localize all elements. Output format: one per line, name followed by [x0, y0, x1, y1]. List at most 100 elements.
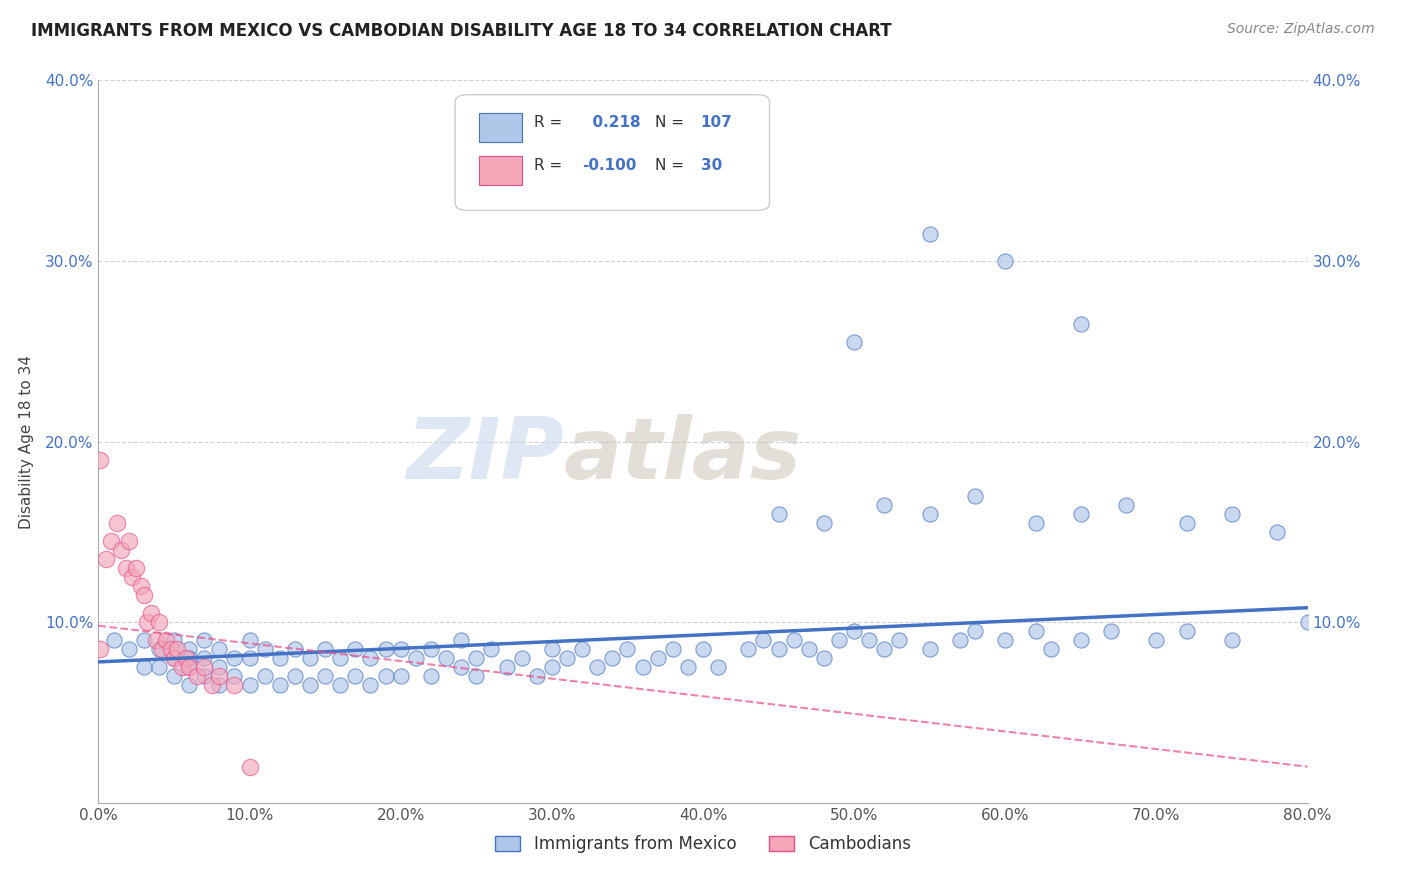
Point	[329, 651, 352, 665]
Point	[89, 642, 111, 657]
Point	[1144, 633, 1167, 648]
Point	[224, 678, 246, 692]
Point	[1024, 516, 1046, 530]
Point	[208, 660, 231, 674]
Point	[1099, 624, 1122, 639]
Point	[179, 678, 201, 692]
Point	[224, 669, 246, 683]
Text: -0.100: -0.100	[582, 158, 637, 173]
Point	[239, 760, 262, 774]
Point	[1070, 507, 1092, 521]
Point	[299, 678, 322, 692]
Point	[571, 642, 593, 657]
Point	[179, 660, 201, 674]
Point	[918, 227, 941, 241]
Point	[163, 633, 186, 648]
Point	[253, 642, 276, 657]
Text: N =: N =	[655, 158, 683, 173]
Point	[555, 651, 578, 665]
Point	[465, 651, 488, 665]
Point	[166, 642, 188, 657]
Point	[1024, 624, 1046, 639]
Point	[420, 642, 443, 657]
Point	[269, 651, 291, 665]
Point	[253, 669, 276, 683]
Point	[510, 651, 533, 665]
Point	[360, 678, 382, 692]
Point	[201, 678, 224, 692]
Point	[949, 633, 972, 648]
Point	[344, 642, 367, 657]
Point	[360, 651, 382, 665]
Text: atlas: atlas	[564, 415, 801, 498]
Text: 0.218: 0.218	[582, 115, 641, 129]
Point	[783, 633, 806, 648]
Point	[141, 606, 163, 620]
Point	[1296, 615, 1319, 630]
Point	[889, 633, 911, 648]
Point	[239, 651, 262, 665]
Point	[918, 642, 941, 657]
Point	[105, 516, 128, 530]
Point	[132, 633, 155, 648]
Point	[540, 660, 562, 674]
Point	[299, 651, 322, 665]
Point	[208, 642, 231, 657]
Point	[602, 651, 624, 665]
Point	[844, 624, 866, 639]
Point	[495, 660, 517, 674]
Point	[797, 642, 820, 657]
Point	[314, 669, 336, 683]
Point	[450, 633, 472, 648]
Point	[481, 642, 503, 657]
Point	[405, 651, 427, 665]
Point	[186, 669, 208, 683]
Point	[110, 542, 132, 557]
Text: Source: ZipAtlas.com: Source: ZipAtlas.com	[1227, 22, 1375, 37]
Point	[434, 651, 457, 665]
Point	[145, 633, 167, 648]
Point	[647, 651, 669, 665]
Point	[450, 660, 472, 674]
Point	[163, 669, 186, 683]
Point	[965, 624, 987, 639]
Point	[208, 669, 231, 683]
Point	[193, 660, 215, 674]
Point	[389, 642, 412, 657]
Point	[148, 642, 170, 657]
Point	[208, 678, 231, 692]
Point	[465, 669, 488, 683]
Point	[389, 669, 412, 683]
Point	[1070, 317, 1092, 331]
Y-axis label: Disability Age 18 to 34: Disability Age 18 to 34	[18, 354, 34, 529]
Text: 30: 30	[700, 158, 721, 173]
Point	[844, 335, 866, 350]
Point	[752, 633, 775, 648]
Point	[193, 669, 215, 683]
Point	[873, 498, 896, 512]
Point	[132, 660, 155, 674]
Point	[179, 660, 201, 674]
Point	[329, 678, 352, 692]
Point	[994, 254, 1017, 268]
Point	[174, 651, 197, 665]
Point	[374, 669, 396, 683]
Point	[314, 642, 336, 657]
Point	[873, 642, 896, 657]
Point	[828, 633, 851, 648]
Point	[121, 570, 143, 584]
Point	[284, 642, 307, 657]
Point	[114, 561, 136, 575]
Point	[129, 579, 152, 593]
Text: R =: R =	[534, 115, 562, 129]
Point	[179, 642, 201, 657]
Point	[148, 660, 170, 674]
Point	[118, 533, 141, 548]
Point	[163, 651, 186, 665]
Point	[170, 660, 193, 674]
Point	[1220, 507, 1243, 521]
Point	[374, 642, 396, 657]
Point	[103, 633, 125, 648]
Point	[284, 669, 307, 683]
Point	[179, 651, 201, 665]
